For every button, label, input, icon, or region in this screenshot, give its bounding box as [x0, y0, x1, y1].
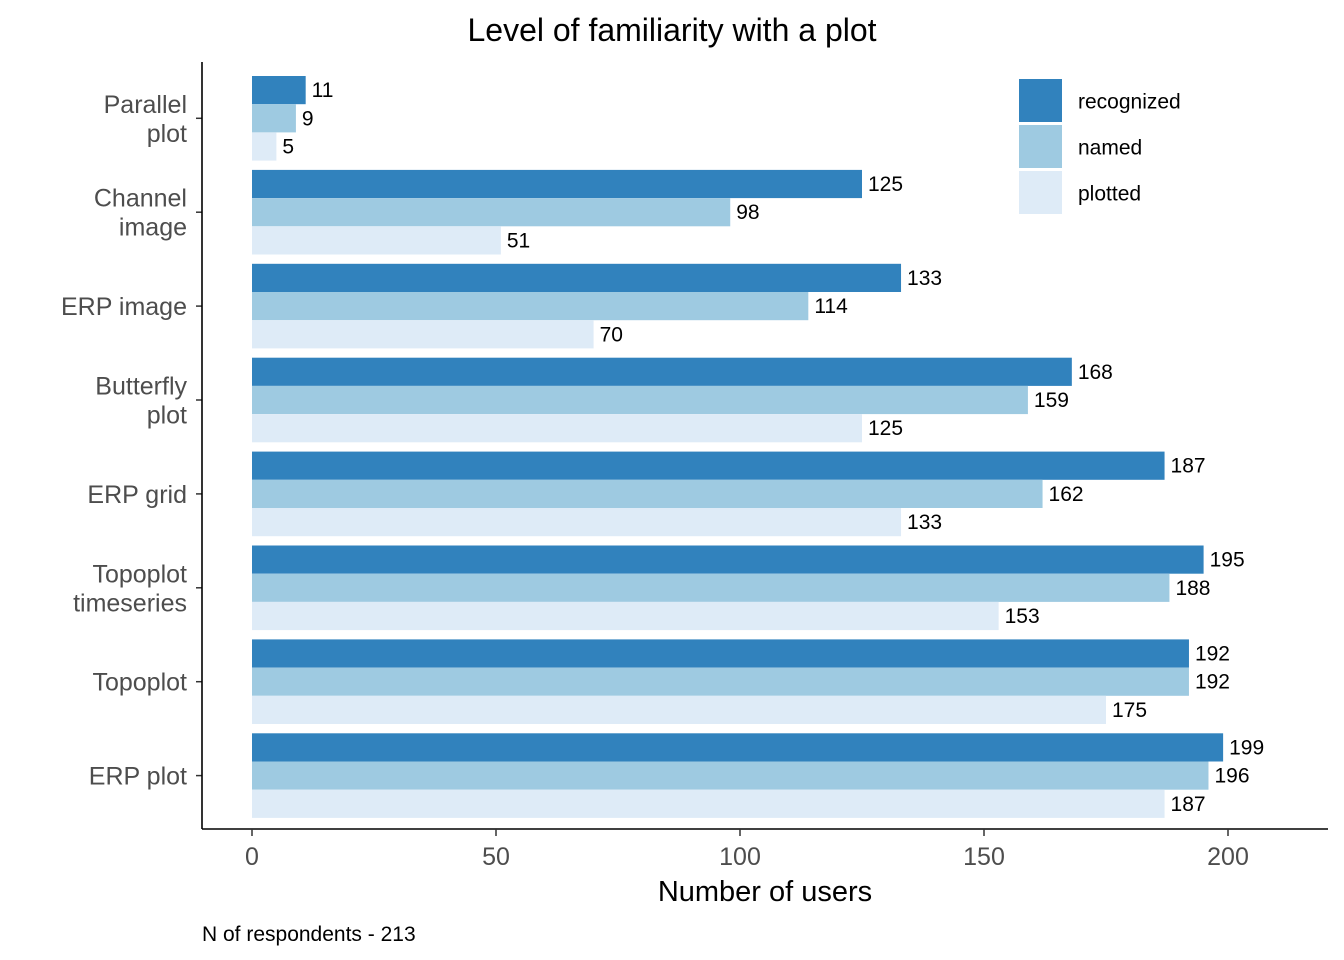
bar-named-4 — [252, 479, 1043, 508]
value-label-named-5: 188 — [1175, 577, 1210, 600]
legend-key-named — [1019, 125, 1062, 168]
value-label-recognized-7: 199 — [1229, 736, 1264, 759]
bar-recognized-7 — [252, 733, 1224, 762]
legend-label-plotted: plotted — [1078, 183, 1141, 206]
x-tick-label-100: 100 — [719, 843, 761, 871]
value-label-recognized-0: 11 — [312, 79, 334, 102]
value-label-plotted-2: 70 — [600, 323, 623, 346]
value-label-named-4: 162 — [1049, 483, 1084, 506]
value-label-named-7: 196 — [1214, 765, 1249, 788]
bar-recognized-0 — [252, 76, 306, 105]
bar-plotted-0 — [252, 132, 277, 161]
bar-recognized-5 — [252, 545, 1204, 574]
value-label-named-3: 159 — [1034, 389, 1069, 412]
value-label-recognized-1: 125 — [868, 173, 903, 196]
bar-plotted-6 — [252, 695, 1106, 724]
value-label-named-0: 9 — [302, 107, 314, 130]
x-tick-label-200: 200 — [1207, 843, 1249, 871]
bar-named-6 — [252, 667, 1189, 696]
value-label-plotted-4: 133 — [907, 511, 942, 534]
value-label-plotted-0: 5 — [282, 136, 294, 159]
value-label-recognized-5: 195 — [1210, 549, 1245, 572]
x-tick-label-150: 150 — [963, 843, 1005, 871]
category-label-2: ERP image — [61, 293, 187, 321]
category-label-0: Parallel plot — [104, 91, 187, 148]
bars-group — [252, 76, 1224, 818]
value-label-recognized-3: 168 — [1078, 361, 1113, 384]
value-label-plotted-6: 175 — [1112, 699, 1147, 722]
value-label-plotted-5: 153 — [1005, 605, 1040, 628]
category-label-7: ERP plot — [89, 763, 187, 791]
bar-plotted-2 — [252, 320, 594, 349]
category-label-3: Butterfly plot — [95, 373, 187, 430]
bar-named-1 — [252, 198, 731, 227]
bar-recognized-2 — [252, 263, 902, 292]
category-label-6: Topoplot — [92, 669, 187, 697]
value-labels-group: 11 95 125 98 51 133 114 70 168 159 125 187 162 133 195… — [282, 79, 1264, 816]
legend-label-named: named — [1078, 137, 1142, 160]
bar-recognized-6 — [252, 639, 1189, 668]
legend: recognized named plotted — [1019, 79, 1181, 214]
value-label-named-1: 98 — [736, 201, 759, 224]
value-label-plotted-7: 187 — [1171, 793, 1206, 816]
bar-recognized-4 — [252, 451, 1165, 480]
value-label-recognized-2: 133 — [907, 267, 942, 290]
category-label-1: Channel image — [94, 185, 187, 242]
x-axis-title: Number of users — [658, 876, 872, 908]
bar-named-0 — [252, 104, 296, 133]
bar-recognized-1 — [252, 169, 862, 199]
value-label-named-2: 114 — [814, 295, 848, 318]
bar-named-7 — [252, 761, 1209, 790]
value-label-plotted-3: 125 — [868, 417, 903, 440]
chart-title: Level of familiarity with a plot — [467, 12, 876, 48]
x-ticks-group: 0 50 100 150 200 — [245, 829, 1249, 871]
bar-named-3 — [252, 385, 1028, 415]
legend-label-recognized: recognized — [1078, 91, 1181, 114]
value-label-recognized-6: 192 — [1195, 643, 1230, 666]
value-label-recognized-4: 187 — [1171, 455, 1206, 478]
bar-plotted-7 — [252, 789, 1165, 818]
bar-named-2 — [252, 292, 809, 321]
bar-plotted-4 — [252, 508, 902, 537]
value-label-named-6: 192 — [1195, 671, 1230, 694]
category-label-5: Topoplot timeseries — [73, 560, 187, 617]
category-label-4: ERP grid — [87, 481, 187, 509]
bar-recognized-3 — [252, 357, 1072, 386]
bar-plotted-1 — [252, 226, 501, 255]
category-labels-group: Parallel plot Channel image ERP image Butterf… — [61, 91, 187, 791]
legend-key-plotted — [1019, 171, 1062, 214]
value-label-plotted-1: 51 — [507, 229, 530, 252]
bar-plotted-5 — [252, 601, 999, 631]
axes-group — [196, 62, 1328, 830]
bar-named-5 — [252, 573, 1170, 602]
legend-key-recognized — [1019, 79, 1062, 122]
caption: N of respondents - 213 — [202, 923, 416, 946]
bar-plotted-3 — [252, 414, 862, 443]
x-tick-label-50: 50 — [482, 843, 510, 871]
x-tick-label-0: 0 — [245, 843, 259, 871]
